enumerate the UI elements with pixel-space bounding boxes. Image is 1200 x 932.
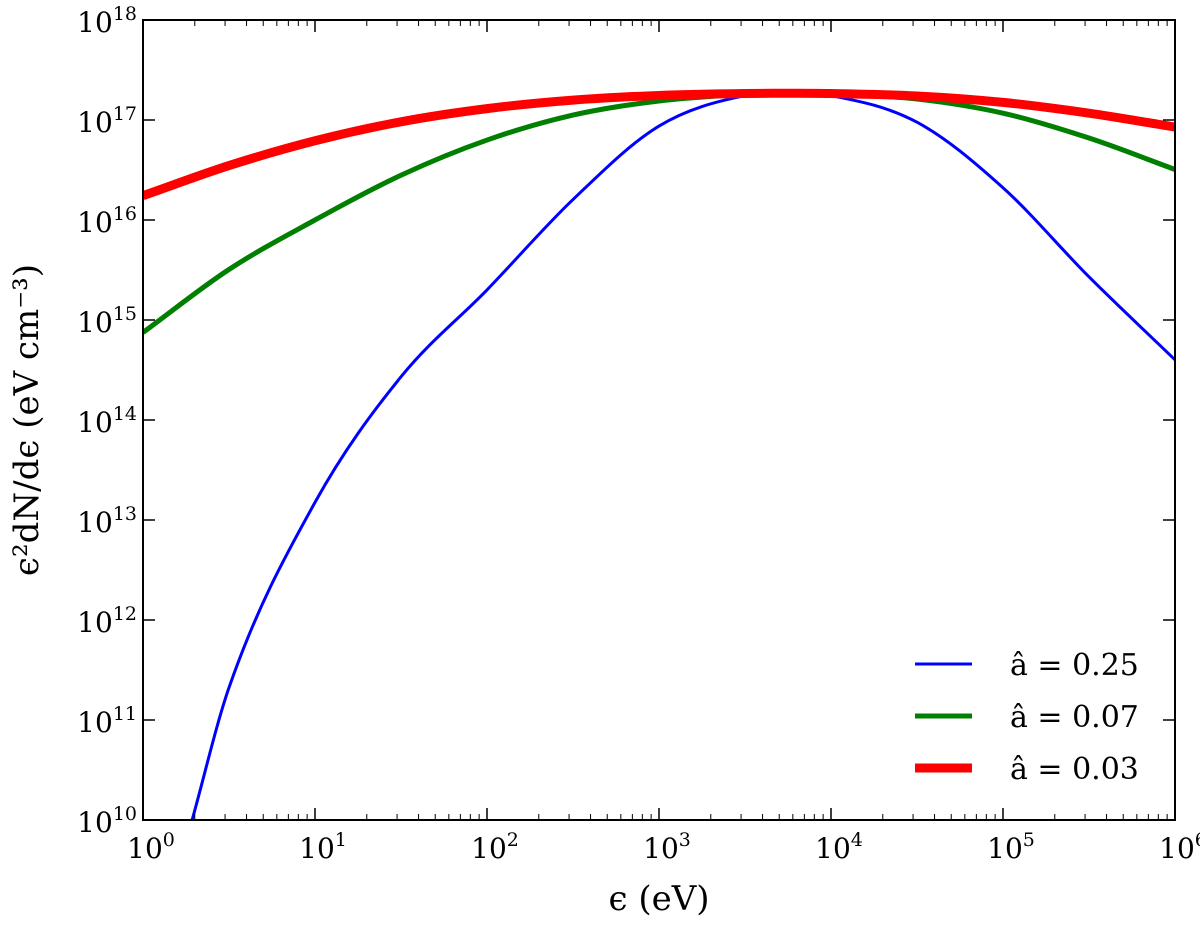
series-line-2 bbox=[143, 88, 1175, 200]
y-tick-label-2: 1012 bbox=[77, 603, 137, 639]
tick-layer: 100 101 102 103 104 105 106 1010 1011 1012 1013 101… bbox=[77, 3, 1200, 865]
x-tick-label-5: 105 bbox=[987, 829, 1035, 865]
x-tick-label-2: 102 bbox=[471, 829, 519, 865]
legend-label-0: â = 0.25 bbox=[1010, 648, 1139, 683]
plot-background bbox=[143, 20, 1175, 820]
x-tick-label-1: 101 bbox=[299, 829, 347, 865]
x-tick-label-0: 100 bbox=[127, 829, 175, 865]
legend-label-1: â = 0.07 bbox=[1010, 700, 1139, 735]
y-tick-label-7: 1017 bbox=[77, 103, 137, 139]
legend: â = 0.25 â = 0.07 â = 0.03 bbox=[915, 648, 1139, 787]
y-tick-label-8: 1018 bbox=[77, 3, 137, 39]
y-tick-label-0: 1010 bbox=[77, 803, 137, 839]
legend-label-2: â = 0.03 bbox=[1010, 752, 1139, 787]
x-tick-label-3: 103 bbox=[643, 829, 691, 865]
series-line-0 bbox=[190, 91, 1175, 820]
x-tick-label-6: 106 bbox=[1159, 829, 1200, 865]
y-tick-label-4: 1014 bbox=[77, 403, 137, 439]
y-tick-label-6: 1016 bbox=[77, 203, 137, 239]
y-tick-label-1: 1011 bbox=[77, 703, 137, 739]
x-axis-label: ϵ (eV) bbox=[608, 879, 709, 919]
y-axis-label: ϵ²dN/dϵ (eV cm⁻³) bbox=[7, 264, 47, 576]
x-tick-label-4: 104 bbox=[815, 829, 863, 865]
y-tick-label-3: 1013 bbox=[77, 503, 137, 539]
series-layer bbox=[143, 88, 1175, 820]
y-tick-label-5: 1015 bbox=[77, 303, 137, 339]
